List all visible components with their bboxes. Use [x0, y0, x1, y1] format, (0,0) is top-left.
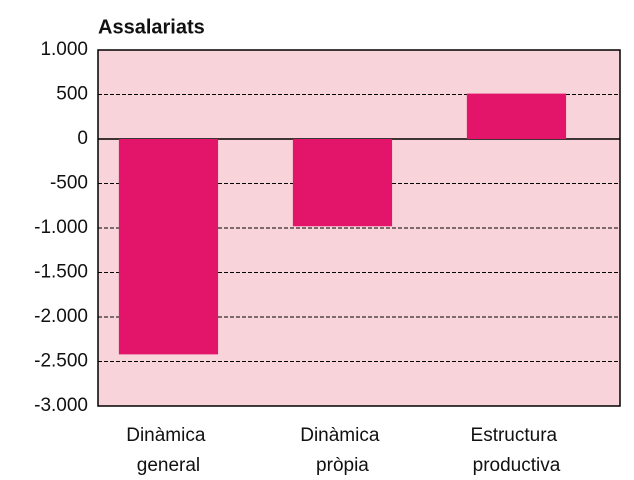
plot-border: [97, 49, 621, 407]
y-tick-label: 500: [56, 84, 88, 105]
bar: [292, 139, 393, 227]
x-tick-label: Estructura productiva: [471, 425, 563, 476]
y-tick-label: -1.000: [34, 217, 88, 238]
bar: [466, 93, 567, 139]
x-tick-label: Dinàmica pròpia: [300, 425, 384, 476]
x-tick-label: Dinàmica general: [126, 425, 210, 476]
y-tick-label: 1.000: [40, 39, 88, 60]
chart-title: Assalariats: [98, 16, 205, 38]
bar: [118, 139, 219, 355]
y-tick-label: 0: [77, 128, 88, 149]
y-tick-label: -500: [50, 173, 88, 194]
y-tick-label: -1.500: [34, 262, 88, 283]
y-tick-label: -2.000: [34, 306, 88, 327]
y-tick-label: -2.500: [34, 351, 88, 372]
y-tick-label: -3.000: [34, 395, 88, 416]
